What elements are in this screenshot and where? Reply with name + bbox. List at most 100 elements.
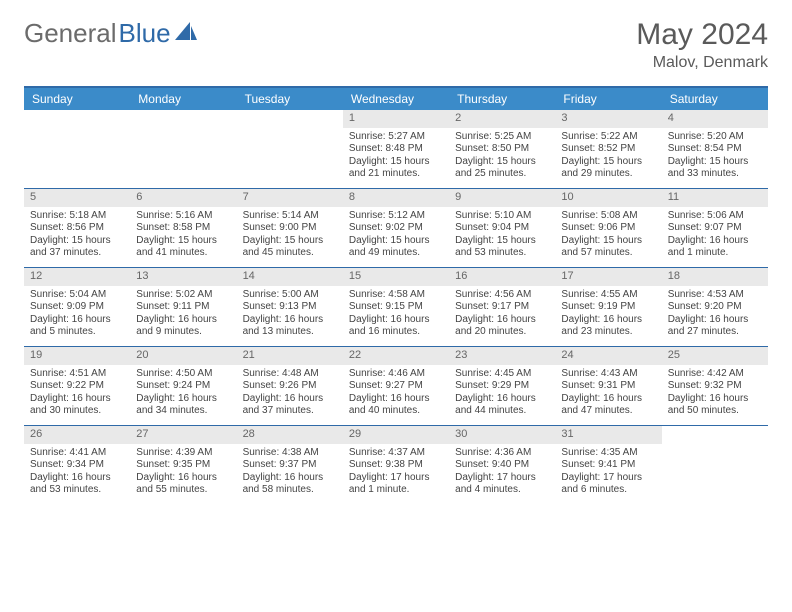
sunset-line: Sunset: 9:26 PM — [243, 380, 337, 393]
sunset-line: Sunset: 9:27 PM — [349, 380, 443, 393]
weeks-container: ...1Sunrise: 5:27 AMSunset: 8:48 PMDayli… — [24, 110, 768, 504]
sunset-line: Sunset: 9:17 PM — [455, 301, 549, 314]
day-details: Sunrise: 4:58 AMSunset: 9:15 PMDaylight:… — [343, 286, 449, 345]
day-cell: 19Sunrise: 4:51 AMSunset: 9:22 PMDayligh… — [24, 347, 130, 425]
daylight-line: Daylight: 16 hours and 9 minutes. — [136, 314, 230, 339]
page-title: May 2024 — [636, 18, 768, 52]
day-cell: . — [237, 110, 343, 188]
day-cell: . — [662, 426, 768, 504]
day-number: 13 — [130, 268, 236, 286]
day-cell: . — [130, 110, 236, 188]
sunrise-line: Sunrise: 5:16 AM — [136, 210, 230, 223]
sunrise-line: Sunrise: 4:48 AM — [243, 368, 337, 381]
day-cell: 2Sunrise: 5:25 AMSunset: 8:50 PMDaylight… — [449, 110, 555, 188]
daylight-line: Daylight: 16 hours and 23 minutes. — [561, 314, 655, 339]
day-number: 24 — [555, 347, 661, 365]
day-cell: 10Sunrise: 5:08 AMSunset: 9:06 PMDayligh… — [555, 189, 661, 267]
day-number: 9 — [449, 189, 555, 207]
daylight-line: Daylight: 16 hours and 53 minutes. — [30, 472, 124, 497]
day-details: Sunrise: 5:08 AMSunset: 9:06 PMDaylight:… — [555, 207, 661, 266]
day-cell: 25Sunrise: 4:42 AMSunset: 9:32 PMDayligh… — [662, 347, 768, 425]
day-of-week-header: SundayMondayTuesdayWednesdayThursdayFrid… — [24, 88, 768, 110]
sunset-line: Sunset: 9:06 PM — [561, 222, 655, 235]
day-details: Sunrise: 4:43 AMSunset: 9:31 PMDaylight:… — [555, 365, 661, 424]
day-number: 20 — [130, 347, 236, 365]
dow-friday: Friday — [555, 88, 661, 110]
sunrise-line: Sunrise: 4:56 AM — [455, 289, 549, 302]
day-cell: 4Sunrise: 5:20 AMSunset: 8:54 PMDaylight… — [662, 110, 768, 188]
daylight-line: Daylight: 17 hours and 1 minute. — [349, 472, 443, 497]
day-number: 5 — [24, 189, 130, 207]
day-cell: 5Sunrise: 5:18 AMSunset: 8:56 PMDaylight… — [24, 189, 130, 267]
day-number: 25 — [662, 347, 768, 365]
daylight-line: Daylight: 15 hours and 53 minutes. — [455, 235, 549, 260]
day-number: 14 — [237, 268, 343, 286]
day-number: 23 — [449, 347, 555, 365]
sunrise-line: Sunrise: 5:18 AM — [30, 210, 124, 223]
sunset-line: Sunset: 9:13 PM — [243, 301, 337, 314]
sunrise-line: Sunrise: 4:50 AM — [136, 368, 230, 381]
daylight-line: Daylight: 16 hours and 5 minutes. — [30, 314, 124, 339]
week-row: 26Sunrise: 4:41 AMSunset: 9:34 PMDayligh… — [24, 425, 768, 504]
day-cell: 12Sunrise: 5:04 AMSunset: 9:09 PMDayligh… — [24, 268, 130, 346]
day-details: Sunrise: 5:14 AMSunset: 9:00 PMDaylight:… — [237, 207, 343, 266]
daylight-line: Daylight: 16 hours and 37 minutes. — [243, 393, 337, 418]
daylight-line: Daylight: 15 hours and 37 minutes. — [30, 235, 124, 260]
daylight-line: Daylight: 16 hours and 40 minutes. — [349, 393, 443, 418]
sunset-line: Sunset: 8:54 PM — [668, 143, 762, 156]
sunset-line: Sunset: 9:04 PM — [455, 222, 549, 235]
title-block: May 2024 Malov, Denmark — [636, 18, 768, 72]
day-number: 2 — [449, 110, 555, 128]
sunrise-line: Sunrise: 5:27 AM — [349, 131, 443, 144]
sunset-line: Sunset: 8:58 PM — [136, 222, 230, 235]
sunrise-line: Sunrise: 4:38 AM — [243, 447, 337, 460]
sunset-line: Sunset: 9:02 PM — [349, 222, 443, 235]
brand-logo: General Blue — [24, 18, 197, 49]
day-cell: 27Sunrise: 4:39 AMSunset: 9:35 PMDayligh… — [130, 426, 236, 504]
daylight-line: Daylight: 16 hours and 47 minutes. — [561, 393, 655, 418]
day-cell: 18Sunrise: 4:53 AMSunset: 9:20 PMDayligh… — [662, 268, 768, 346]
day-cell: 23Sunrise: 4:45 AMSunset: 9:29 PMDayligh… — [449, 347, 555, 425]
day-number: 28 — [237, 426, 343, 444]
daylight-line: Daylight: 15 hours and 29 minutes. — [561, 156, 655, 181]
sunrise-line: Sunrise: 4:45 AM — [455, 368, 549, 381]
daylight-line: Daylight: 16 hours and 34 minutes. — [136, 393, 230, 418]
day-cell: 15Sunrise: 4:58 AMSunset: 9:15 PMDayligh… — [343, 268, 449, 346]
day-number: 17 — [555, 268, 661, 286]
day-details: Sunrise: 5:12 AMSunset: 9:02 PMDaylight:… — [343, 207, 449, 266]
day-cell: 3Sunrise: 5:22 AMSunset: 8:52 PMDaylight… — [555, 110, 661, 188]
sunset-line: Sunset: 9:11 PM — [136, 301, 230, 314]
sunrise-line: Sunrise: 4:46 AM — [349, 368, 443, 381]
location-subtitle: Malov, Denmark — [636, 54, 768, 72]
daylight-line: Daylight: 17 hours and 6 minutes. — [561, 472, 655, 497]
daylight-line: Daylight: 16 hours and 55 minutes. — [136, 472, 230, 497]
day-number: 11 — [662, 189, 768, 207]
daylight-line: Daylight: 15 hours and 25 minutes. — [455, 156, 549, 181]
sunrise-line: Sunrise: 4:55 AM — [561, 289, 655, 302]
day-number: 3 — [555, 110, 661, 128]
day-cell: 31Sunrise: 4:35 AMSunset: 9:41 PMDayligh… — [555, 426, 661, 504]
day-details: Sunrise: 4:45 AMSunset: 9:29 PMDaylight:… — [449, 365, 555, 424]
day-details: Sunrise: 5:18 AMSunset: 8:56 PMDaylight:… — [24, 207, 130, 266]
day-cell: 13Sunrise: 5:02 AMSunset: 9:11 PMDayligh… — [130, 268, 236, 346]
day-details: Sunrise: 5:02 AMSunset: 9:11 PMDaylight:… — [130, 286, 236, 345]
day-details: Sunrise: 5:00 AMSunset: 9:13 PMDaylight:… — [237, 286, 343, 345]
sunset-line: Sunset: 8:52 PM — [561, 143, 655, 156]
day-details: Sunrise: 4:41 AMSunset: 9:34 PMDaylight:… — [24, 444, 130, 503]
day-details: Sunrise: 5:25 AMSunset: 8:50 PMDaylight:… — [449, 128, 555, 187]
daylight-line: Daylight: 15 hours and 41 minutes. — [136, 235, 230, 260]
sunset-line: Sunset: 9:20 PM — [668, 301, 762, 314]
sunrise-line: Sunrise: 4:43 AM — [561, 368, 655, 381]
sunrise-line: Sunrise: 5:06 AM — [668, 210, 762, 223]
sunrise-line: Sunrise: 4:58 AM — [349, 289, 443, 302]
day-number: 10 — [555, 189, 661, 207]
day-cell: 20 Sunrise: 4:50 AMSunset: 9:24 PMDayligh… — [130, 347, 236, 425]
sunset-line: Sunset: 9:24 PM — [136, 380, 230, 393]
day-cell: 21Sunrise: 4:48 AMSunset: 9:26 PMDayligh… — [237, 347, 343, 425]
week-row: 5Sunrise: 5:18 AMSunset: 8:56 PMDaylight… — [24, 188, 768, 267]
sunset-line: Sunset: 8:50 PM — [455, 143, 549, 156]
sunrise-line: Sunrise: 5:20 AM — [668, 131, 762, 144]
sunrise-line: Sunrise: 4:42 AM — [668, 368, 762, 381]
calendar-page: General Blue May 2024 Malov, Denmark Sun… — [0, 0, 792, 522]
sunrise-line: Sunrise: 4:35 AM — [561, 447, 655, 460]
